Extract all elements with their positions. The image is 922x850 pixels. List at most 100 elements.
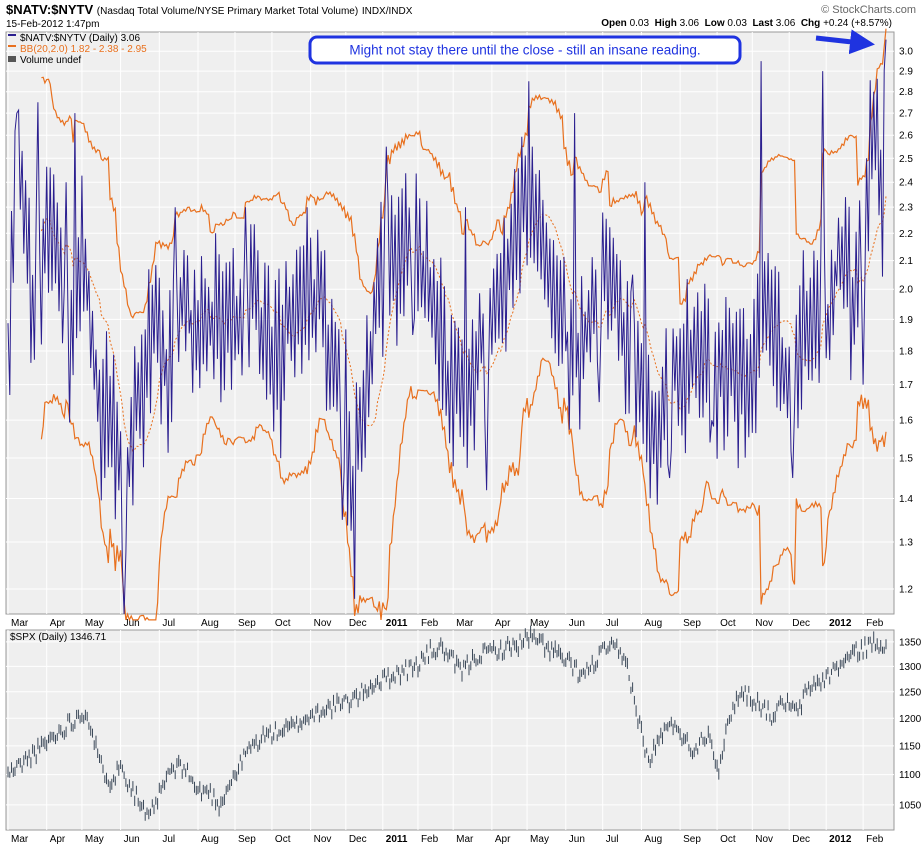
ratio-x-tick-label: Apr xyxy=(495,618,511,629)
spx-x-tick-label: Mar xyxy=(456,834,474,845)
spx-y-tick-label: 1050 xyxy=(899,800,922,811)
ratio-x-tick-label: Dec xyxy=(349,618,367,629)
ratio-x-tick-label: Jul xyxy=(162,618,175,629)
ratio-x-tick-label: May xyxy=(85,618,104,629)
legend-swatch-volume xyxy=(8,56,16,62)
annotation-text: Might not stay there until the close - s… xyxy=(349,43,700,58)
spx-x-tick-label: 2011 xyxy=(386,834,408,845)
ratio-y-tick-label: 2.6 xyxy=(899,131,913,142)
ratio-y-tick-label: 2.8 xyxy=(899,87,913,98)
ratio-y-tick-label: 2.1 xyxy=(899,256,913,267)
ratio-plot-area xyxy=(5,31,895,615)
ratio-x-tick-label: Feb xyxy=(421,618,439,629)
ratio-y-tick-label: 2.9 xyxy=(899,67,913,78)
chart-date: 15-Feb-2012 1:47pm xyxy=(6,19,100,30)
legend-swatch-ratio xyxy=(8,34,16,36)
chart-header: $NATV:$NYTV (Nasdaq Total Volume/NYSE Pr… xyxy=(0,0,922,32)
spx-legend: $SPX (Daily) 1346.71 xyxy=(10,632,107,643)
bb-lower-band xyxy=(40,357,887,622)
spx-panel: 1050 1100 1150 1200 1250 1300 1350 Mar Apr May Jun… xyxy=(5,625,922,845)
ratio-x-tick-label: Oct xyxy=(720,618,736,629)
spx-x-tick-label: Jun xyxy=(124,834,140,845)
spx-x-tick-label: Sep xyxy=(683,834,701,845)
spx-x-tick-label: Apr xyxy=(50,834,66,845)
ratio-x-tick-label: Feb xyxy=(866,618,884,629)
ratio-x-tick-label: 2012 xyxy=(829,618,852,629)
ratio-x-tick-label: Jul xyxy=(606,618,619,629)
bb-middle-band xyxy=(40,196,887,452)
spx-x-tick-label: Jun xyxy=(569,834,585,845)
spx-x-tick-label: Oct xyxy=(720,834,736,845)
bb-upper-band xyxy=(41,28,887,319)
spx-x-tick-label: Apr xyxy=(495,834,511,845)
ratio-y-tick-label: 3.0 xyxy=(899,47,913,58)
ratio-y-tick-label: 1.5 xyxy=(899,454,913,465)
ratio-x-tick-label: Jun xyxy=(124,618,140,629)
spx-y-tick-label: 1300 xyxy=(899,662,922,673)
spx-x-tick-label: Dec xyxy=(792,834,810,845)
last-label: Last xyxy=(752,18,774,29)
spx-plot-area xyxy=(5,629,895,831)
ratio-y-tick-label: 1.6 xyxy=(899,416,913,427)
ratio-x-tick-label: Nov xyxy=(755,618,773,629)
ratio-y-tick-label: 2.2 xyxy=(899,229,913,240)
high-value: 3.06 xyxy=(679,18,700,29)
high-label: High xyxy=(654,18,677,29)
ratio-y-tick-label: 2.4 xyxy=(899,178,913,189)
ratio-y-tick-label: 1.2 xyxy=(899,585,913,596)
spx-x-tick-label: Jul xyxy=(162,834,175,845)
ratio-x-tick-label: Sep xyxy=(683,618,701,629)
low-label: Low xyxy=(704,18,725,29)
open-label: Open xyxy=(601,18,627,29)
ratio-y-tick-label: 2.5 xyxy=(899,154,913,165)
ratio-series-line xyxy=(7,39,887,615)
ratio-x-tick-label: Oct xyxy=(275,618,291,629)
spx-x-tick-label: Nov xyxy=(755,834,773,845)
spx-y-tick-label: 1350 xyxy=(899,637,922,648)
legend-bb: BB(20,2.0) 1.82 - 2.38 - 2.95 xyxy=(20,44,147,55)
ratio-x-tick-label: Jun xyxy=(569,618,585,629)
ratio-y-tick-label: 1.3 xyxy=(899,538,913,549)
chg-value: +0.24 (+8.57%) xyxy=(823,18,892,29)
ratio-x-tick-label: Apr xyxy=(50,618,66,629)
exchange-label: INDX/INDX xyxy=(361,6,413,17)
ratio-y-tick-label: 1.7 xyxy=(899,380,913,391)
ratio-x-tick-label: Aug xyxy=(201,618,219,629)
spx-y-tick-label: 1150 xyxy=(899,741,921,752)
spx-x-tick-label: Mar xyxy=(11,834,29,845)
legend-volume: Volume undef xyxy=(20,55,81,66)
ratio-x-tick-label: Nov xyxy=(314,618,332,629)
ratio-y-tick-label: 2.7 xyxy=(899,109,913,120)
ratio-y-tick-label: 1.8 xyxy=(899,347,913,358)
spx-x-tick-label: Jul xyxy=(606,834,619,845)
spx-x-tick-label: Oct xyxy=(275,834,291,845)
spx-x-tick-label: 2012 xyxy=(829,834,852,845)
ratio-y-tick-label: 1.9 xyxy=(899,315,913,326)
chg-label: Chg xyxy=(800,18,821,29)
ohlc-stats: Open 0.03 High 3.06 Low 0.03 Last 3.06 C… xyxy=(601,18,892,29)
symbol-label: $NATV:$NYTV xyxy=(6,2,94,17)
ratio-x-tick-label: Sep xyxy=(238,618,256,629)
ratio-x-tick-label: Mar xyxy=(11,618,29,629)
annotation-arrow xyxy=(815,29,875,55)
spx-x-tick-label: Dec xyxy=(349,834,367,845)
low-value: 0.03 xyxy=(727,18,747,29)
spx-price-bars xyxy=(7,625,887,821)
chart-title: $NATV:$NYTV (Nasdaq Total Volume/NYSE Pr… xyxy=(6,2,412,17)
ratio-x-tick-label: 2011 xyxy=(386,618,408,629)
spx-y-tick-label: 1200 xyxy=(899,714,922,725)
last-value: 3.06 xyxy=(775,18,796,29)
ratio-y-tick-label: 1.4 xyxy=(899,494,913,505)
spx-x-tick-label: May xyxy=(85,834,104,845)
spx-x-tick-label: Feb xyxy=(866,834,884,845)
spx-x-tick-label: Feb xyxy=(421,834,439,845)
spx-y-tick-label: 1250 xyxy=(899,687,922,698)
brand-logo: © StockCharts.com xyxy=(821,4,916,16)
spx-y-tick-label: 1100 xyxy=(899,770,921,781)
spx-x-tick-label: Sep xyxy=(238,834,256,845)
symbol-description: (Nasdaq Total Volume/NYSE Primary Market… xyxy=(96,6,359,17)
ratio-x-tick-label: May xyxy=(530,618,549,629)
annotation-layer: Might not stay there until the close - s… xyxy=(308,29,875,65)
ratio-y-tick-label: 2.3 xyxy=(899,203,913,214)
spx-x-tick-label: May xyxy=(530,834,549,845)
